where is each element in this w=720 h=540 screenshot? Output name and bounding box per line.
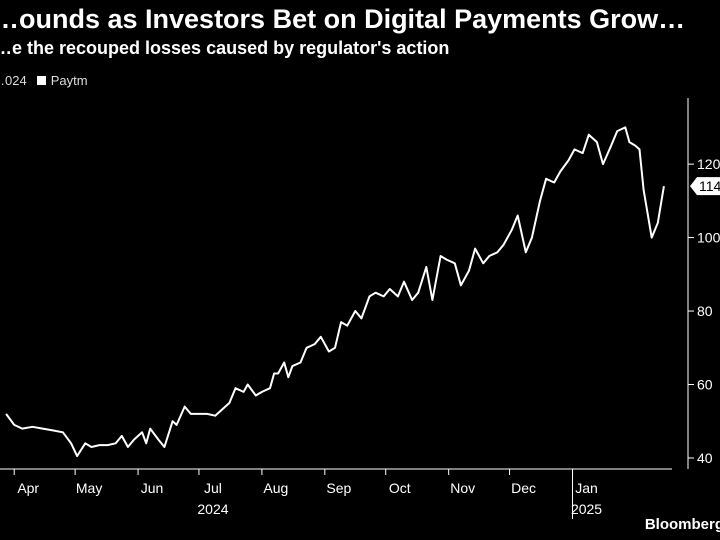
legend: …024 Paytm bbox=[0, 73, 88, 88]
x-year-label: 2025 bbox=[571, 501, 602, 517]
source-label: Bloomberg bbox=[644, 516, 720, 533]
legend-prev-label: …024 bbox=[0, 73, 27, 88]
last-value-label: 114 bbox=[690, 177, 720, 196]
last-value-text: 114 bbox=[699, 178, 720, 194]
x-tick-label: Jun bbox=[141, 480, 164, 496]
legend-series-label: Paytm bbox=[50, 73, 88, 88]
x-tick-label: Jan bbox=[575, 480, 598, 496]
x-tick-label: Apr bbox=[17, 480, 39, 496]
x-tick-label: Jul bbox=[204, 480, 222, 496]
series-line-paytm bbox=[5, 126, 665, 458]
x-year-label: 2024 bbox=[197, 501, 228, 517]
x-axis: Apr May Jun Jul Aug Sep Oct Nov Dec Jan 2024 2025 bbox=[0, 468, 672, 519]
y-tick-label: 120 bbox=[697, 156, 720, 172]
x-tick-label: May bbox=[76, 480, 102, 496]
x-tick-label: Nov bbox=[450, 480, 475, 496]
y-axis: 40 60 80 100 120 bbox=[687, 98, 720, 469]
last-value-box bbox=[690, 177, 720, 196]
y-tick-label: 40 bbox=[697, 450, 713, 466]
x-tick-label: Oct bbox=[389, 480, 411, 496]
chart-title: …ounds as Investors Bet on Digital Payme… bbox=[0, 4, 686, 34]
x-tick-label: Dec bbox=[511, 480, 536, 496]
legend-swatch bbox=[36, 76, 46, 85]
y-tick-label: 80 bbox=[697, 303, 713, 319]
y-tick-label: 100 bbox=[697, 230, 720, 246]
y-tick-label: 60 bbox=[697, 377, 713, 393]
x-tick-label: Sep bbox=[326, 480, 351, 496]
x-tick-label: Aug bbox=[263, 480, 288, 496]
chart-subtitle: …e the recouped losses caused by regulat… bbox=[0, 38, 450, 58]
